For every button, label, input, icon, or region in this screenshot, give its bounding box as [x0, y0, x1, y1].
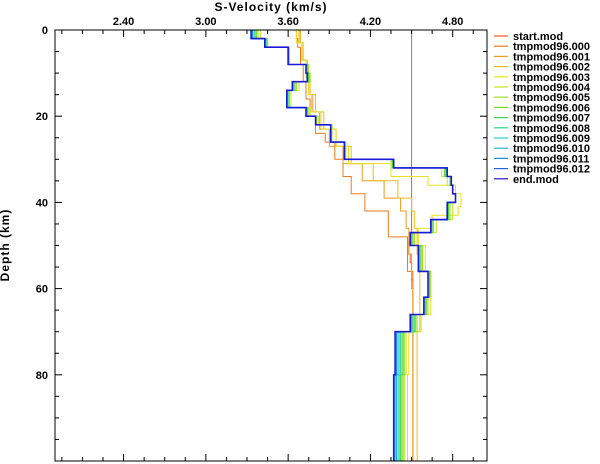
x-tick-label: 3.60 — [277, 16, 298, 28]
y-tick-label: 0 — [42, 25, 48, 37]
y-tick-label: 40 — [36, 197, 48, 209]
x-tick-label: 4.20 — [360, 16, 381, 28]
legend-label: end.mod — [513, 174, 559, 186]
legend-label: tmpmod96.009 — [513, 133, 590, 145]
x-axis-title: S-Velocity (km/s) — [214, 0, 327, 14]
series-line-tmpmod96-003 — [295, 30, 462, 462]
series-line-tmpmod96-001 — [298, 30, 414, 461]
legend-label: tmpmod96.008 — [513, 123, 590, 135]
legend-label: tmpmod96.001 — [513, 51, 590, 63]
y-tick-label: 60 — [36, 284, 48, 296]
legend-label: tmpmod96.011 — [513, 153, 589, 165]
series-line-end-mod — [250, 30, 457, 461]
legend: start.modtmpmod96.000tmpmod96.001tmpmod9… — [494, 31, 591, 186]
legend-label: start.mod — [513, 31, 563, 43]
series-layer — [250, 30, 462, 462]
legend-label: tmpmod96.003 — [513, 72, 590, 84]
legend-label: tmpmod96.004 — [513, 82, 591, 94]
legend-label: tmpmod96.006 — [513, 102, 590, 114]
legend-label: tmpmod96.002 — [513, 62, 590, 74]
legend-label: tmpmod96.012 — [513, 164, 590, 176]
y-tick-label: 80 — [36, 370, 48, 382]
y-axis-title: Depth (km) — [0, 209, 12, 282]
x-tick-label: 2.40 — [113, 16, 134, 28]
legend-label: tmpmod96.005 — [513, 92, 590, 104]
y-tick-label: 20 — [36, 111, 48, 123]
x-tick-label: 4.80 — [442, 16, 463, 28]
axis-ticks: 2.40 3.00 3.60 4.20 4.80 0 20 40 60 80 — [36, 16, 487, 461]
x-tick-label: 3.00 — [195, 16, 216, 28]
legend-label: tmpmod96.010 — [513, 143, 590, 155]
legend-label: tmpmod96.007 — [513, 113, 590, 125]
legend-label: tmpmod96.000 — [513, 41, 590, 53]
